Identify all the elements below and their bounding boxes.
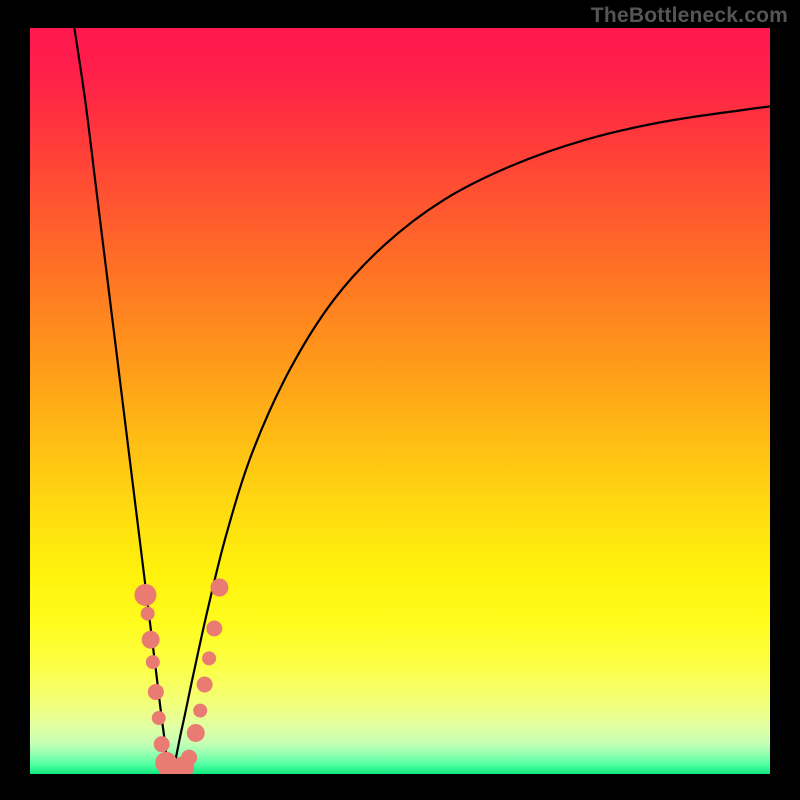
data-marker [181, 750, 197, 766]
data-marker [152, 711, 166, 725]
watermark-label: TheBottleneck.com [591, 4, 788, 28]
data-marker [148, 684, 164, 700]
chart-container: TheBottleneck.com [0, 0, 800, 800]
data-marker [193, 704, 207, 718]
data-marker [206, 621, 222, 637]
plot-background [30, 28, 770, 774]
data-marker [134, 584, 156, 606]
data-marker [197, 676, 213, 692]
data-marker [141, 607, 155, 621]
data-marker [154, 736, 170, 752]
data-marker [210, 579, 228, 597]
data-marker [187, 724, 205, 742]
data-marker [202, 651, 216, 665]
data-marker [146, 655, 160, 669]
data-marker [142, 631, 160, 649]
chart-svg [0, 0, 800, 800]
